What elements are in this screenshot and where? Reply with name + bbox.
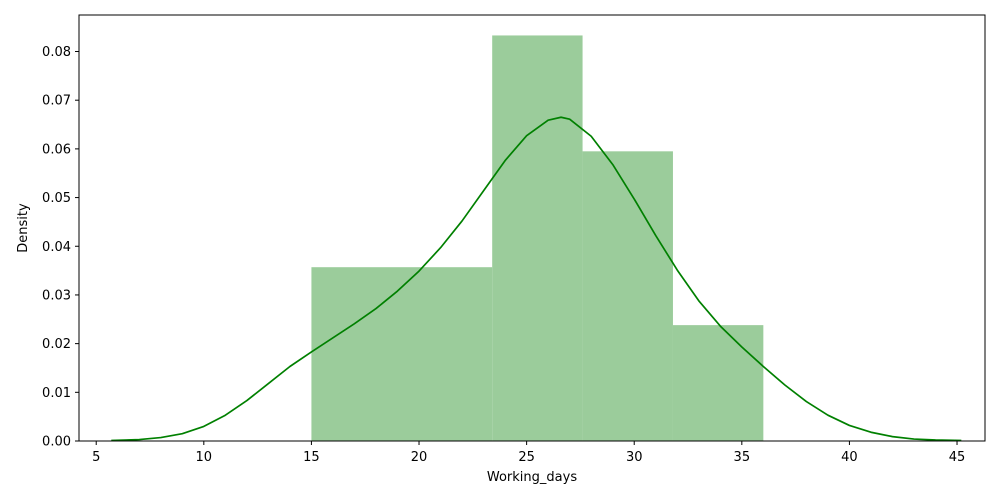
y-tick-label: 0.04 [42, 240, 71, 255]
x-tick-label: 10 [196, 450, 213, 465]
plot-frame [78, 14, 986, 442]
histogram-bar-3 [582, 151, 673, 441]
x-tick-label: 30 [626, 450, 643, 465]
x-tick-label: 25 [518, 450, 535, 465]
y-tick-label: 0.00 [42, 435, 71, 450]
histogram-bars [311, 35, 764, 441]
kde-curve-group [111, 116, 962, 442]
x-tick-label: 5 [92, 450, 100, 465]
y-axis-ticks: 0.00 0.01 0.02 0.03 0.04 0.05 0.06 0.07 0.08 [42, 45, 79, 450]
histogram-bar-2 [492, 35, 583, 441]
y-axis-label: Density [16, 203, 31, 253]
y-tick-label: 0.03 [42, 288, 71, 303]
kde-line [111, 116, 962, 442]
y-tick-label: 0.06 [42, 142, 71, 157]
histogram-bar-1 [311, 267, 493, 441]
x-tick-label: 40 [841, 450, 858, 465]
y-tick-label: 0.07 [42, 94, 71, 109]
x-tick-label: 15 [303, 450, 320, 465]
x-axis-ticks: 5 10 15 20 25 30 35 40 45 [92, 441, 965, 465]
x-tick-label: 35 [734, 450, 751, 465]
histogram-bar-4 [672, 325, 764, 441]
y-tick-label: 0.01 [42, 386, 71, 401]
y-tick-label: 0.08 [42, 45, 71, 60]
x-axis-label: Working_days [487, 470, 577, 485]
y-tick-label: 0.05 [42, 191, 71, 206]
y-tick-label: 0.02 [42, 337, 71, 352]
x-tick-label: 20 [411, 450, 428, 465]
x-tick-label: 45 [949, 450, 966, 465]
